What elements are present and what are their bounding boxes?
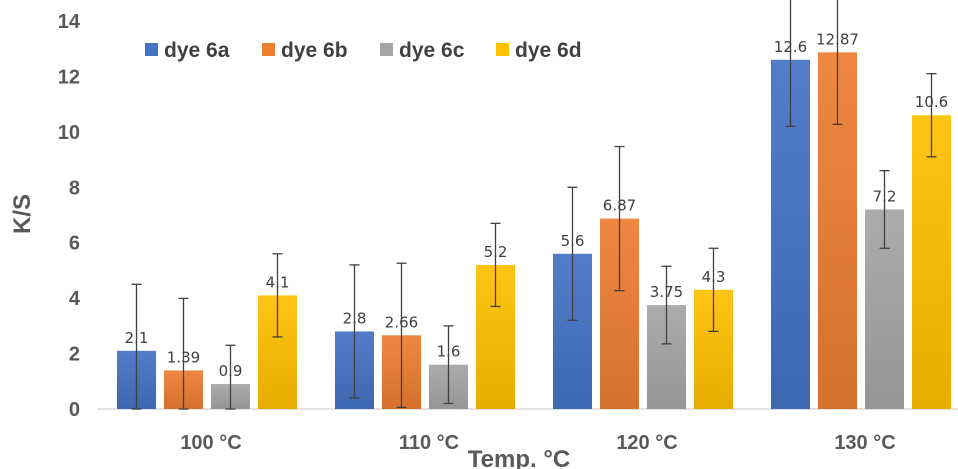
legend: dye 6a dye 6b dye 6c dye 6d: [145, 39, 582, 62]
bar-dye-6d-3: [912, 115, 951, 409]
x-axis-ticks: 100 °C 110 °C 120 °C 130 °C: [180, 432, 895, 454]
data-label: 3.75: [650, 283, 683, 301]
y-axis-title: K/S: [9, 194, 36, 234]
data-label: 2.8: [343, 309, 367, 327]
data-label: 7.2: [873, 187, 897, 205]
y-tick-label: 0: [69, 399, 80, 421]
data-label: 4.3: [702, 268, 726, 286]
legend-swatch-dye-6d: [496, 43, 509, 56]
x-tick-label: 120 °C: [616, 432, 677, 454]
legend-swatch-dye-6c: [380, 43, 393, 56]
y-tick-label: 12: [58, 66, 80, 88]
legend-label: dye 6a: [164, 39, 230, 62]
data-label: 2.66: [385, 313, 418, 331]
data-label: 4.1: [266, 273, 290, 291]
legend-swatch-dye-6b: [262, 43, 275, 56]
y-tick-label: 6: [69, 233, 80, 255]
data-label: 12.87: [816, 30, 859, 48]
x-tick-label: 130 °C: [834, 432, 895, 454]
legend-label: dye 6b: [281, 39, 348, 62]
data-label: 2.1: [125, 329, 149, 347]
x-tick-label: 100 °C: [180, 432, 241, 454]
legend-label: dye 6c: [399, 39, 465, 62]
y-tick-label: 10: [58, 122, 80, 144]
data-label: 1.39: [167, 348, 200, 366]
data-label: 12.6: [774, 38, 807, 56]
y-tick-label: 4: [69, 288, 81, 310]
y-tick-label: 8: [69, 177, 80, 199]
data-label: 0.9: [219, 362, 243, 380]
legend-swatch-dye-6a: [145, 43, 158, 56]
data-label: 1.6: [437, 343, 461, 361]
y-axis-ticks: 0 2 4 6 8 10 12 14: [58, 11, 81, 421]
error-bars-group: [131, 0, 937, 410]
bars-group: [117, 52, 951, 410]
data-labels-group: 2.1 1.39 0.9 4.1 2.8 2.66 1.6 5.2 5.6 6.87 3.75 4.3…: [125, 30, 949, 380]
legend-label: dye 6d: [515, 39, 582, 62]
data-label: 5.2: [484, 243, 508, 261]
data-label: 6.87: [603, 197, 636, 215]
data-label: 5.6: [561, 232, 585, 250]
x-tick-label: 110 °C: [399, 432, 459, 454]
y-tick-label: 2: [69, 344, 80, 366]
data-label: 10.6: [915, 93, 948, 111]
x-axis-title: Temp. °C: [468, 446, 571, 469]
y-tick-label: 14: [58, 11, 81, 33]
